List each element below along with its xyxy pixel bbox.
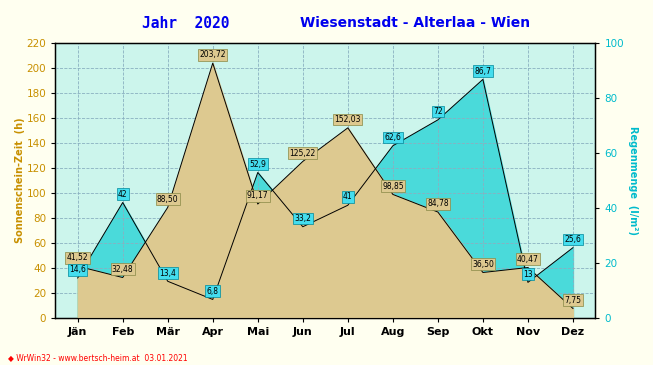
Y-axis label: Sonnenschein-Zeit  (h): Sonnenschein-Zeit (h) [15, 118, 25, 243]
Text: 84,78: 84,78 [427, 199, 449, 208]
Y-axis label: Regenmenge  (l/m²): Regenmenge (l/m²) [628, 126, 638, 235]
Text: 32,48: 32,48 [112, 265, 133, 274]
Text: 41: 41 [343, 192, 353, 201]
Text: Wiesenstadt - Alterlaa - Wien: Wiesenstadt - Alterlaa - Wien [300, 16, 530, 30]
Text: 25,6: 25,6 [564, 235, 581, 244]
Text: 13: 13 [523, 270, 533, 278]
Text: 152,03: 152,03 [334, 115, 361, 124]
Text: Jahr  2020: Jahr 2020 [142, 16, 230, 31]
Text: 72: 72 [433, 107, 443, 116]
Text: 91,17: 91,17 [247, 191, 268, 200]
Text: 36,50: 36,50 [472, 260, 494, 269]
Text: 125,22: 125,22 [290, 149, 316, 158]
Text: 7,75: 7,75 [564, 296, 581, 305]
Text: 13,4: 13,4 [159, 269, 176, 277]
Text: 98,85: 98,85 [382, 182, 404, 191]
Text: 86,7: 86,7 [475, 66, 491, 76]
Text: 40,47: 40,47 [517, 255, 539, 264]
Text: 6,8: 6,8 [207, 287, 219, 296]
Text: 203,72: 203,72 [200, 50, 226, 59]
Text: 41,52: 41,52 [67, 253, 89, 262]
Text: 14,6: 14,6 [69, 265, 86, 274]
Text: 52,9: 52,9 [249, 160, 266, 169]
Text: 33,2: 33,2 [295, 214, 311, 223]
Text: ◆ WrWin32 - www.bertsch-heim.at  03.01.2021: ◆ WrWin32 - www.bertsch-heim.at 03.01.20… [8, 353, 188, 362]
Text: 62,6: 62,6 [385, 133, 402, 142]
Text: 88,50: 88,50 [157, 195, 178, 204]
Text: 42: 42 [118, 190, 127, 199]
